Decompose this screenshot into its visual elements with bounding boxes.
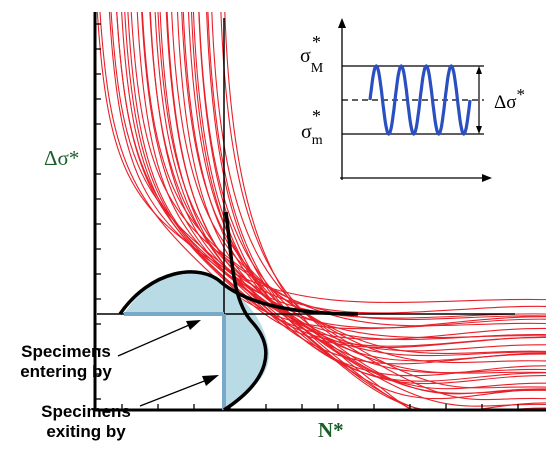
specimens-exiting-label: Specimens exiting by [26,402,146,442]
entering-line-2: entering by [20,362,112,381]
x-axis-label: N* [318,418,344,442]
y-axis-label: Δσ* [44,146,80,170]
sn-curve [96,12,546,304]
sn-curve [207,12,416,410]
sn-curve [176,12,546,374]
sn-curve [124,12,546,347]
sn-curve [141,12,546,327]
entering-line-1: Specimens [21,342,111,361]
range-arrow-up [476,66,482,74]
boundary-curve-entering [118,270,359,316]
sinusoidal-wave [368,64,472,136]
inset-y-arrow [338,18,346,28]
stress-range-label: Δσ* [494,85,525,113]
specimens-entering-label: Specimens entering by [6,342,126,382]
y-axis-ticks [95,23,101,400]
max-stress-label: σM* [300,32,324,76]
boundary-curve-exiting [223,211,268,412]
sn-curve [224,12,413,410]
sn-curve [220,12,546,401]
sn-curve-family [96,12,546,410]
sn-curve [141,12,546,365]
range-arrow-down [476,126,482,134]
exiting-arrow-line [139,377,213,407]
sn-curve [198,12,546,410]
exiting-line-2: exiting by [46,422,126,441]
exiting-line-1: Specimens [41,402,131,421]
inset-x-arrow [482,174,492,182]
entering-arrow-line [117,321,197,357]
loading-signal-inset: σM* σm* Δσ* [300,18,525,182]
shaded-region [124,273,269,410]
exiting-arrow-head [202,375,219,386]
sn-curve [121,12,546,349]
min-stress-label: σm* [301,106,323,148]
axes [93,12,546,412]
sn-curve [211,12,546,389]
entering-arrow-head [186,320,201,330]
sn-curve [190,12,546,394]
sn-curve [159,12,546,382]
